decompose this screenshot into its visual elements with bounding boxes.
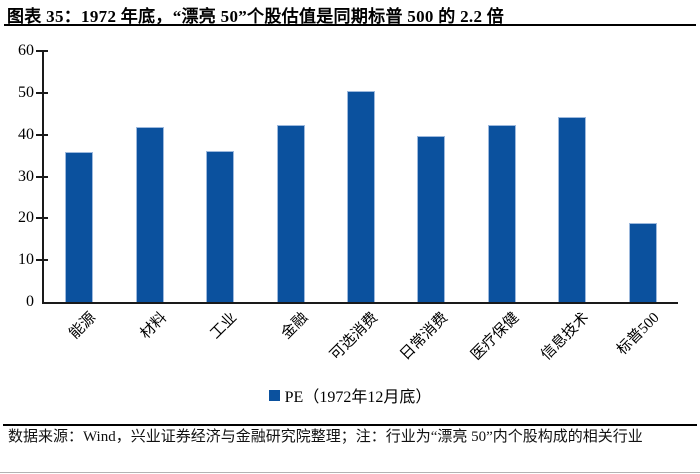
x-tick-label-5: 日常消费 [397,309,452,364]
y-tick-mark [36,217,48,220]
bar-8 [628,222,657,302]
footer-separator [3,424,697,426]
bar-6 [487,124,516,302]
x-tick-label-7: 信息技术 [538,309,593,364]
y-tick-label: 0 [26,293,34,310]
bar-1 [135,126,164,302]
x-tick-label-8: 标普500 [614,309,663,359]
legend-label: PE（1972年12月底） [284,389,432,406]
title-underline [4,24,696,26]
y-tick-label: 60 [18,42,34,59]
y-tick-mark [36,91,48,94]
figure-title: 图表 35：1972 年底，“漂亮 50”个股估值是同期标普 500 的 2.2… [7,7,505,26]
bar-5 [417,135,446,302]
x-tick-label-0: 能源 [66,309,100,343]
bar-0 [65,151,94,302]
x-tick-label-6: 医疗保健 [468,309,523,364]
y-tick-mark [36,133,48,136]
x-tick-label-1: 材料 [137,309,170,343]
bar-7 [558,116,587,302]
x-tick-label-2: 工业 [207,309,241,343]
y-tick-label: 50 [18,83,34,101]
chart-legend: PE（1972年12月底） [0,383,700,407]
x-tick-label-3: 金融 [278,309,311,343]
source-note: 数据来源：Wind，兴业证券经济与金融研究院整理；注：行业为“漂亮 50”内个股… [8,429,643,445]
y-tick-label: 20 [18,209,34,227]
y-tick-mark [36,50,48,52]
y-tick-mark [36,175,48,178]
bottom-border [0,472,700,473]
legend-marker-icon [268,389,280,401]
y-tick-label: 40 [18,125,34,143]
plot-area [42,51,678,304]
bar-3 [276,125,305,302]
y-tick-label: 30 [18,167,34,185]
bar-2 [206,150,235,302]
y-tick-mark [36,259,48,262]
x-tick-label-4: 可选消费 [327,309,382,364]
y-tick-label: 10 [18,251,34,269]
bar-4 [346,91,375,302]
